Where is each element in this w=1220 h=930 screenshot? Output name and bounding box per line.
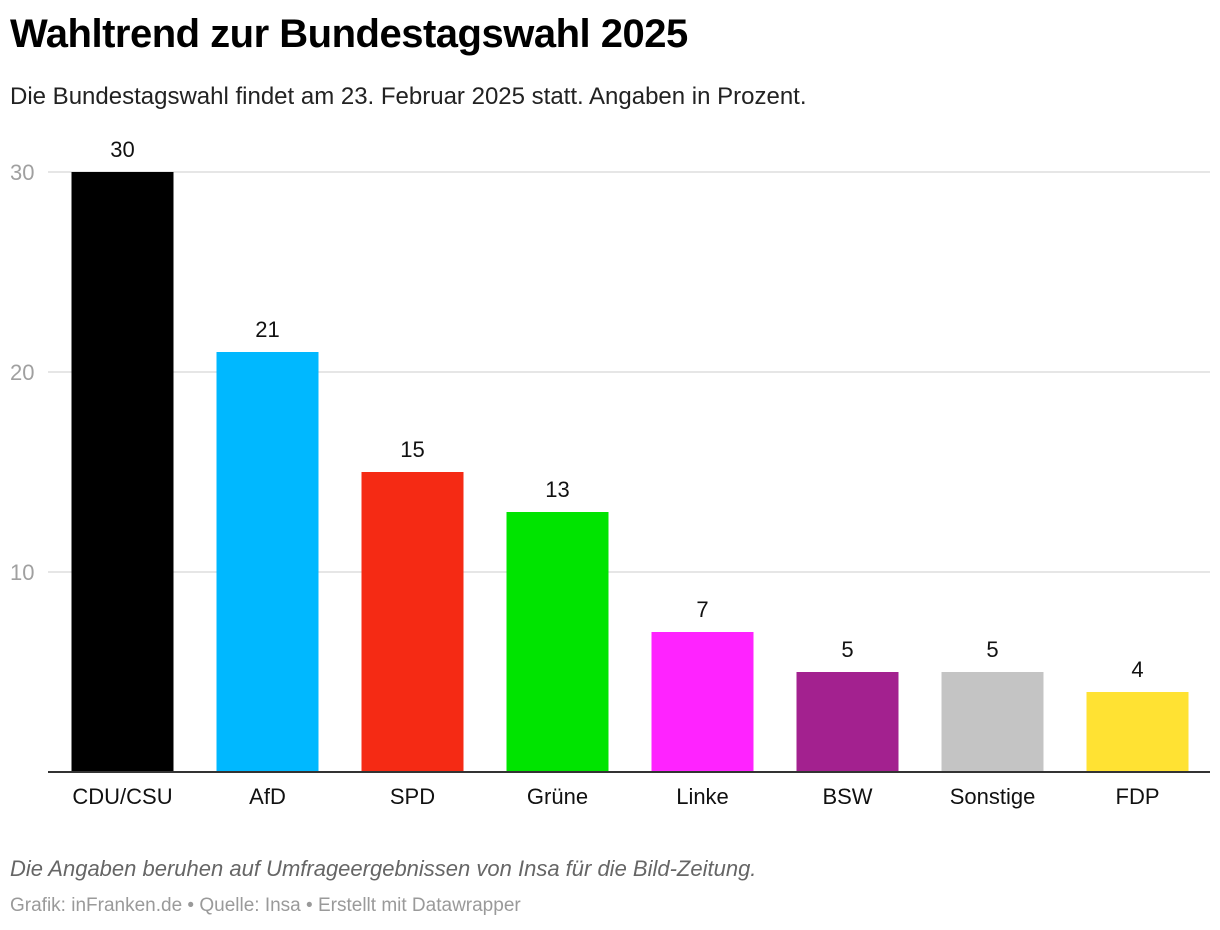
data-label: 5 xyxy=(986,637,998,662)
data-label: 21 xyxy=(255,317,279,342)
bar xyxy=(361,472,464,772)
data-label: 5 xyxy=(841,637,853,662)
x-axis: CDU/CSU AfD SPD Grüne Linke BSW Sonstige FDP xyxy=(48,771,1210,809)
data-label: 13 xyxy=(545,477,569,502)
chart-footer: Grafik: inFranken.de • Quelle: Insa • Er… xyxy=(10,895,521,917)
footer-datawrapper[interactable]: Erstellt mit Datawrapper xyxy=(317,895,521,916)
y-tick-label: 30 xyxy=(10,160,34,185)
bar xyxy=(1086,692,1189,772)
x-tick-label: Linke xyxy=(676,784,729,809)
bar xyxy=(71,172,174,772)
bar xyxy=(506,512,609,772)
chart-subtitle: Die Bundestagswahl findet am 23. Februar… xyxy=(10,83,807,110)
data-label: 15 xyxy=(400,437,424,462)
y-tick-label: 10 xyxy=(10,560,34,585)
x-tick-label: AfD xyxy=(249,784,286,809)
x-tick-label: Sonstige xyxy=(950,784,1036,809)
footer-separator: • xyxy=(182,895,200,916)
chart-title: Wahltrend zur Bundestagswahl 2025 xyxy=(10,12,688,56)
footer-quelle[interactable]: Quelle: Insa xyxy=(199,895,301,916)
x-tick-label: CDU/CSU xyxy=(72,784,172,809)
bars xyxy=(71,172,1189,772)
x-tick-label: FDP xyxy=(1116,784,1160,809)
footer-separator: • xyxy=(300,895,318,916)
data-label: 7 xyxy=(696,597,708,622)
data-labels: 30 21 15 13 7 5 5 4 xyxy=(110,137,1143,682)
gridlines: 10 20 30 xyxy=(10,160,1210,585)
bar-chart: 10 20 30 30 21 15 13 7 5 5 4 CDU/CSU AfD SPD Grüne Li… xyxy=(10,137,1210,809)
footer-grafik[interactable]: Grafik: inFranken.de xyxy=(10,895,183,916)
bar xyxy=(651,632,754,772)
chart-notes: Die Angaben beruhen auf Umfrageergebniss… xyxy=(10,856,757,881)
bar xyxy=(941,672,1044,772)
bar xyxy=(216,352,319,772)
x-tick-label: SPD xyxy=(390,784,435,809)
x-tick-label: Grüne xyxy=(527,784,588,809)
data-label: 30 xyxy=(110,137,134,162)
data-label: 4 xyxy=(1131,657,1143,682)
bar xyxy=(796,672,899,772)
x-tick-label: BSW xyxy=(822,784,872,809)
y-tick-label: 20 xyxy=(10,360,34,385)
